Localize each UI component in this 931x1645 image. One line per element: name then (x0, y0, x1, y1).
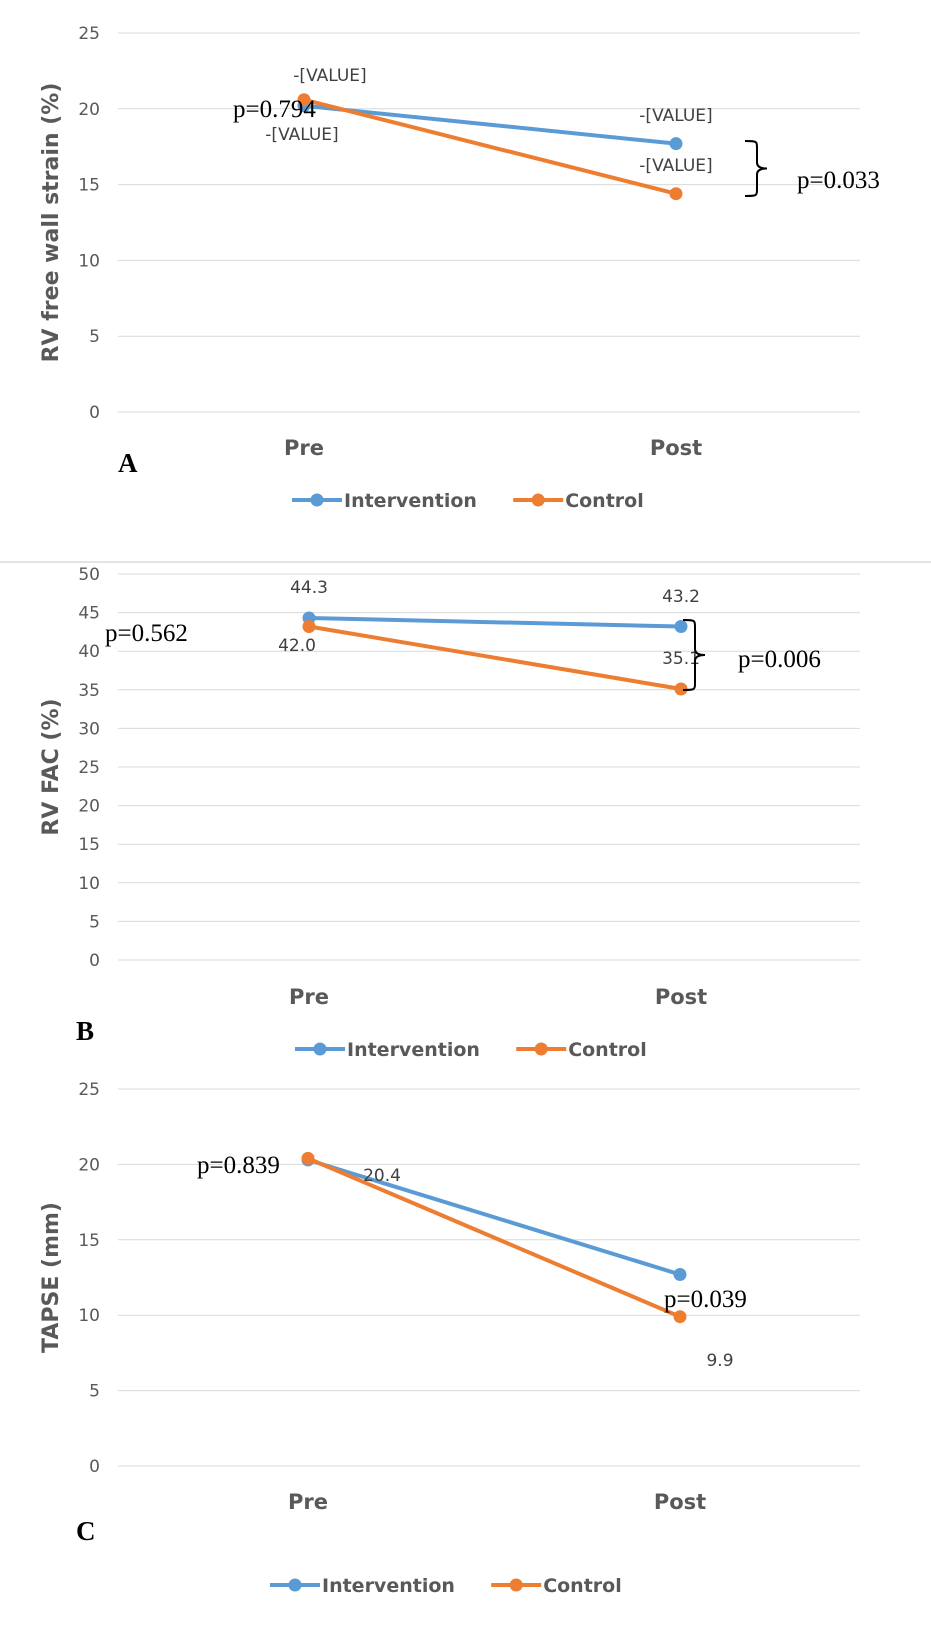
data-label-control: -[VALUE] (293, 66, 366, 86)
series-line-intervention (302, 103, 678, 146)
data-label-control: 20.4 (363, 1166, 401, 1186)
legend-entry-control: Control (565, 490, 644, 512)
x-category-label: Pre (288, 1490, 328, 1514)
p-value-annotation: p=0.794 (233, 96, 316, 123)
data-point-control (674, 682, 688, 696)
series-line-control (306, 1156, 682, 1319)
y-tick-label: 45 (78, 604, 100, 624)
y-axis-title: RV free wall strain (%) (39, 83, 64, 363)
legend-swatch-marker (534, 1042, 548, 1056)
data-label-intervention: 43.2 (662, 587, 700, 607)
y-tick-label: 5 (89, 327, 100, 347)
series-line-intervention (307, 616, 683, 629)
data-label-control: 9.9 (706, 1351, 733, 1371)
data-point-control (673, 1310, 687, 1324)
y-tick-label: 5 (89, 912, 100, 932)
x-category-label: Post (650, 436, 702, 460)
y-tick-label: 50 (78, 565, 100, 585)
y-tick-label: 5 (89, 1382, 100, 1402)
p-value-annotation: p=0.039 (664, 1286, 747, 1313)
data-label-control: 42.0 (278, 636, 316, 656)
legend-swatch-marker (288, 1578, 302, 1592)
y-axis-title: RV FAC (%) (39, 698, 64, 835)
series-line-intervention (306, 1157, 682, 1277)
data-label-control: 35.1 (662, 649, 700, 669)
y-tick-label: 15 (78, 835, 100, 855)
legend-entry-intervention: Intervention (347, 1039, 480, 1061)
data-point-control (297, 93, 311, 107)
y-tick-label: 0 (89, 403, 100, 423)
y-tick-label: 20 (78, 100, 100, 120)
legend-entry-control: Control (543, 1575, 622, 1597)
data-label-intervention: 44.3 (290, 578, 328, 598)
panel-label: B (76, 1016, 94, 1046)
significance-brace (682, 619, 706, 691)
panel-label: C (76, 1516, 96, 1546)
p-value-annotation: p=0.562 (105, 620, 188, 647)
y-tick-label: 10 (78, 251, 100, 271)
series-line-control (307, 624, 683, 692)
legend-swatch-marker (509, 1578, 523, 1592)
legend-swatch-marker (313, 1042, 327, 1056)
data-point-intervention (669, 137, 683, 151)
data-point-control (669, 187, 683, 201)
data-point-control (302, 619, 316, 633)
data-label-intervention: -[VALUE] (265, 125, 338, 145)
y-tick-label: 10 (78, 874, 100, 894)
data-point-intervention (673, 1267, 687, 1281)
data-point-intervention (674, 619, 688, 633)
significance-brace (744, 140, 768, 197)
y-tick-label: 35 (78, 681, 100, 701)
legend-entry-intervention: Intervention (322, 1575, 455, 1597)
y-tick-label: 15 (78, 1231, 100, 1251)
chart-panel-c: 0 5 10 15 20 25 TAPSE (mm) Pre Post 20.4 9.9 p=0.83… (39, 1080, 860, 1597)
series-line-control (302, 97, 678, 196)
legend-entry-control: Control (568, 1039, 647, 1061)
x-category-label: Post (655, 985, 707, 1009)
y-tick-label: 25 (78, 24, 100, 44)
y-tick-label: 20 (78, 1155, 100, 1175)
p-value-annotation: p=0.839 (197, 1152, 280, 1179)
x-category-label: Pre (289, 985, 329, 1009)
y-tick-label: 25 (78, 758, 100, 778)
data-label-intervention: -[VALUE] (639, 106, 712, 126)
legend-swatch-marker (310, 493, 324, 507)
x-category-label: Post (654, 1490, 706, 1514)
legend-swatch-marker (531, 493, 545, 507)
data-point-control (301, 1151, 315, 1165)
y-tick-label: 40 (78, 642, 100, 662)
chart-panel-a: 0 5 10 15 20 25 RV free wall strain (%) Pre Post… (39, 24, 880, 512)
y-tick-label: 25 (78, 1080, 100, 1100)
y-tick-label: 0 (89, 951, 100, 971)
x-category-label: Pre (284, 436, 324, 460)
y-axis-title: TAPSE (mm) (39, 1202, 64, 1353)
y-tick-label: 15 (78, 176, 100, 196)
p-value-annotation: p=0.033 (797, 167, 880, 194)
data-label-control: -[VALUE] (639, 156, 712, 176)
y-tick-label: 30 (78, 719, 100, 739)
chart-panel-b: 0 5 10 15 20 25 30 35 40 45 50 RV FAC (%) Pre Post 44.… (39, 565, 860, 1061)
y-tick-label: 0 (89, 1457, 100, 1477)
y-tick-label: 20 (78, 797, 100, 817)
legend-entry-intervention: Intervention (344, 490, 477, 512)
p-value-annotation: p=0.006 (738, 646, 821, 673)
panel-label: A (118, 448, 138, 478)
y-tick-label: 10 (78, 1306, 100, 1326)
